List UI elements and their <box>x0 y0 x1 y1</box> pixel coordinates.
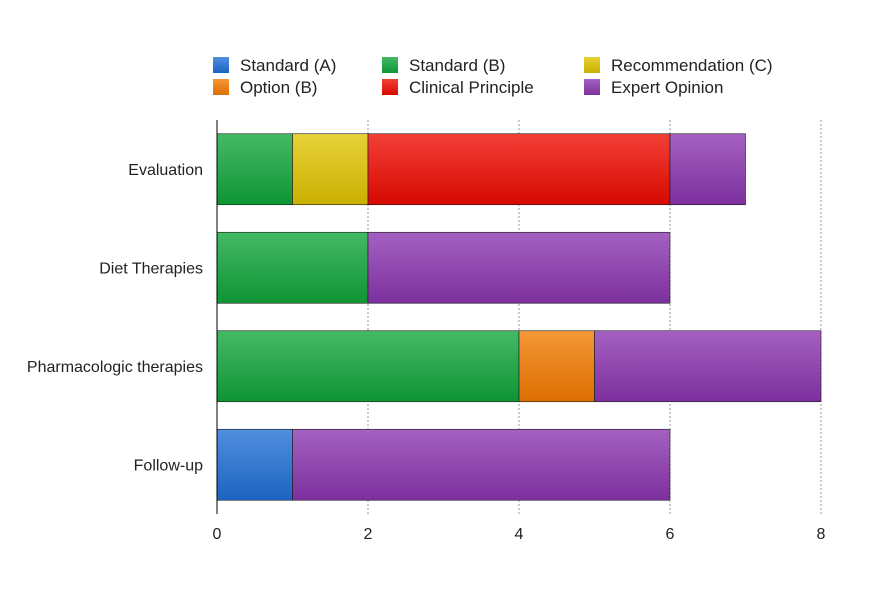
legend-item-standard-b: Standard (B) <box>382 56 505 75</box>
legend-label-recommendation-c: Recommendation (C) <box>611 56 773 75</box>
x-tick-label-4: 4 <box>515 526 524 543</box>
legend-label-standard-b: Standard (B) <box>409 56 505 75</box>
x-tick-label-8: 8 <box>817 526 826 543</box>
legend-label-expert-opinion: Expert Opinion <box>611 78 723 97</box>
legend-swatch-expert-opinion <box>584 79 600 95</box>
bar-pharmacologic-therapies-expert-opinion <box>594 330 822 403</box>
x-tick-label-6: 6 <box>666 526 675 543</box>
legend-swatch-standard-a <box>213 57 229 73</box>
legend-item-recommendation-c: Recommendation (C) <box>584 56 773 75</box>
bars <box>216 133 822 501</box>
category-label-diet-therapies: Diet Therapies <box>99 260 203 277</box>
bar-evaluation-expert-opinion <box>669 133 746 206</box>
category-label-follow-up: Follow-up <box>134 457 203 474</box>
legend-label-standard-a: Standard (A) <box>240 56 336 75</box>
bar-pharmacologic-therapies-standard-b <box>216 330 520 403</box>
bar-diet-therapies-standard-b <box>216 231 369 304</box>
bar-follow-up-expert-opinion <box>292 428 671 501</box>
legend-swatch-clinical-principle <box>382 79 398 95</box>
x-tick-label-0: 0 <box>213 526 222 543</box>
legend: Standard (A) Standard (B) Recommendation (… <box>213 56 773 97</box>
bar-pharmacologic-therapies-option-b <box>518 330 595 403</box>
legend-swatch-recommendation-c <box>584 57 600 73</box>
bar-diet-therapies-expert-opinion <box>367 231 671 304</box>
legend-label-option-b: Option (B) <box>240 78 317 97</box>
legend-swatch-standard-b <box>382 57 398 73</box>
x-tick-label-2: 2 <box>364 526 373 543</box>
legend-swatch-option-b <box>213 79 229 95</box>
category-label-evaluation: Evaluation <box>128 162 203 179</box>
labels: Evaluation Diet Therapies Pharmacologic th… <box>27 162 826 543</box>
bar-evaluation-clinical-principle <box>367 133 671 206</box>
legend-item-expert-opinion: Expert Opinion <box>584 78 723 97</box>
bar-follow-up-standard-a <box>216 428 293 501</box>
bar-evaluation-standard-b <box>216 133 293 206</box>
bar-evaluation-recommendation-c <box>292 133 369 206</box>
legend-item-option-b: Option (B) <box>213 78 317 97</box>
legend-item-standard-a: Standard (A) <box>213 56 336 75</box>
category-label-pharmacologic-therapies: Pharmacologic therapies <box>27 359 203 376</box>
legend-label-clinical-principle: Clinical Principle <box>409 78 534 97</box>
legend-item-clinical-principle: Clinical Principle <box>382 78 534 97</box>
